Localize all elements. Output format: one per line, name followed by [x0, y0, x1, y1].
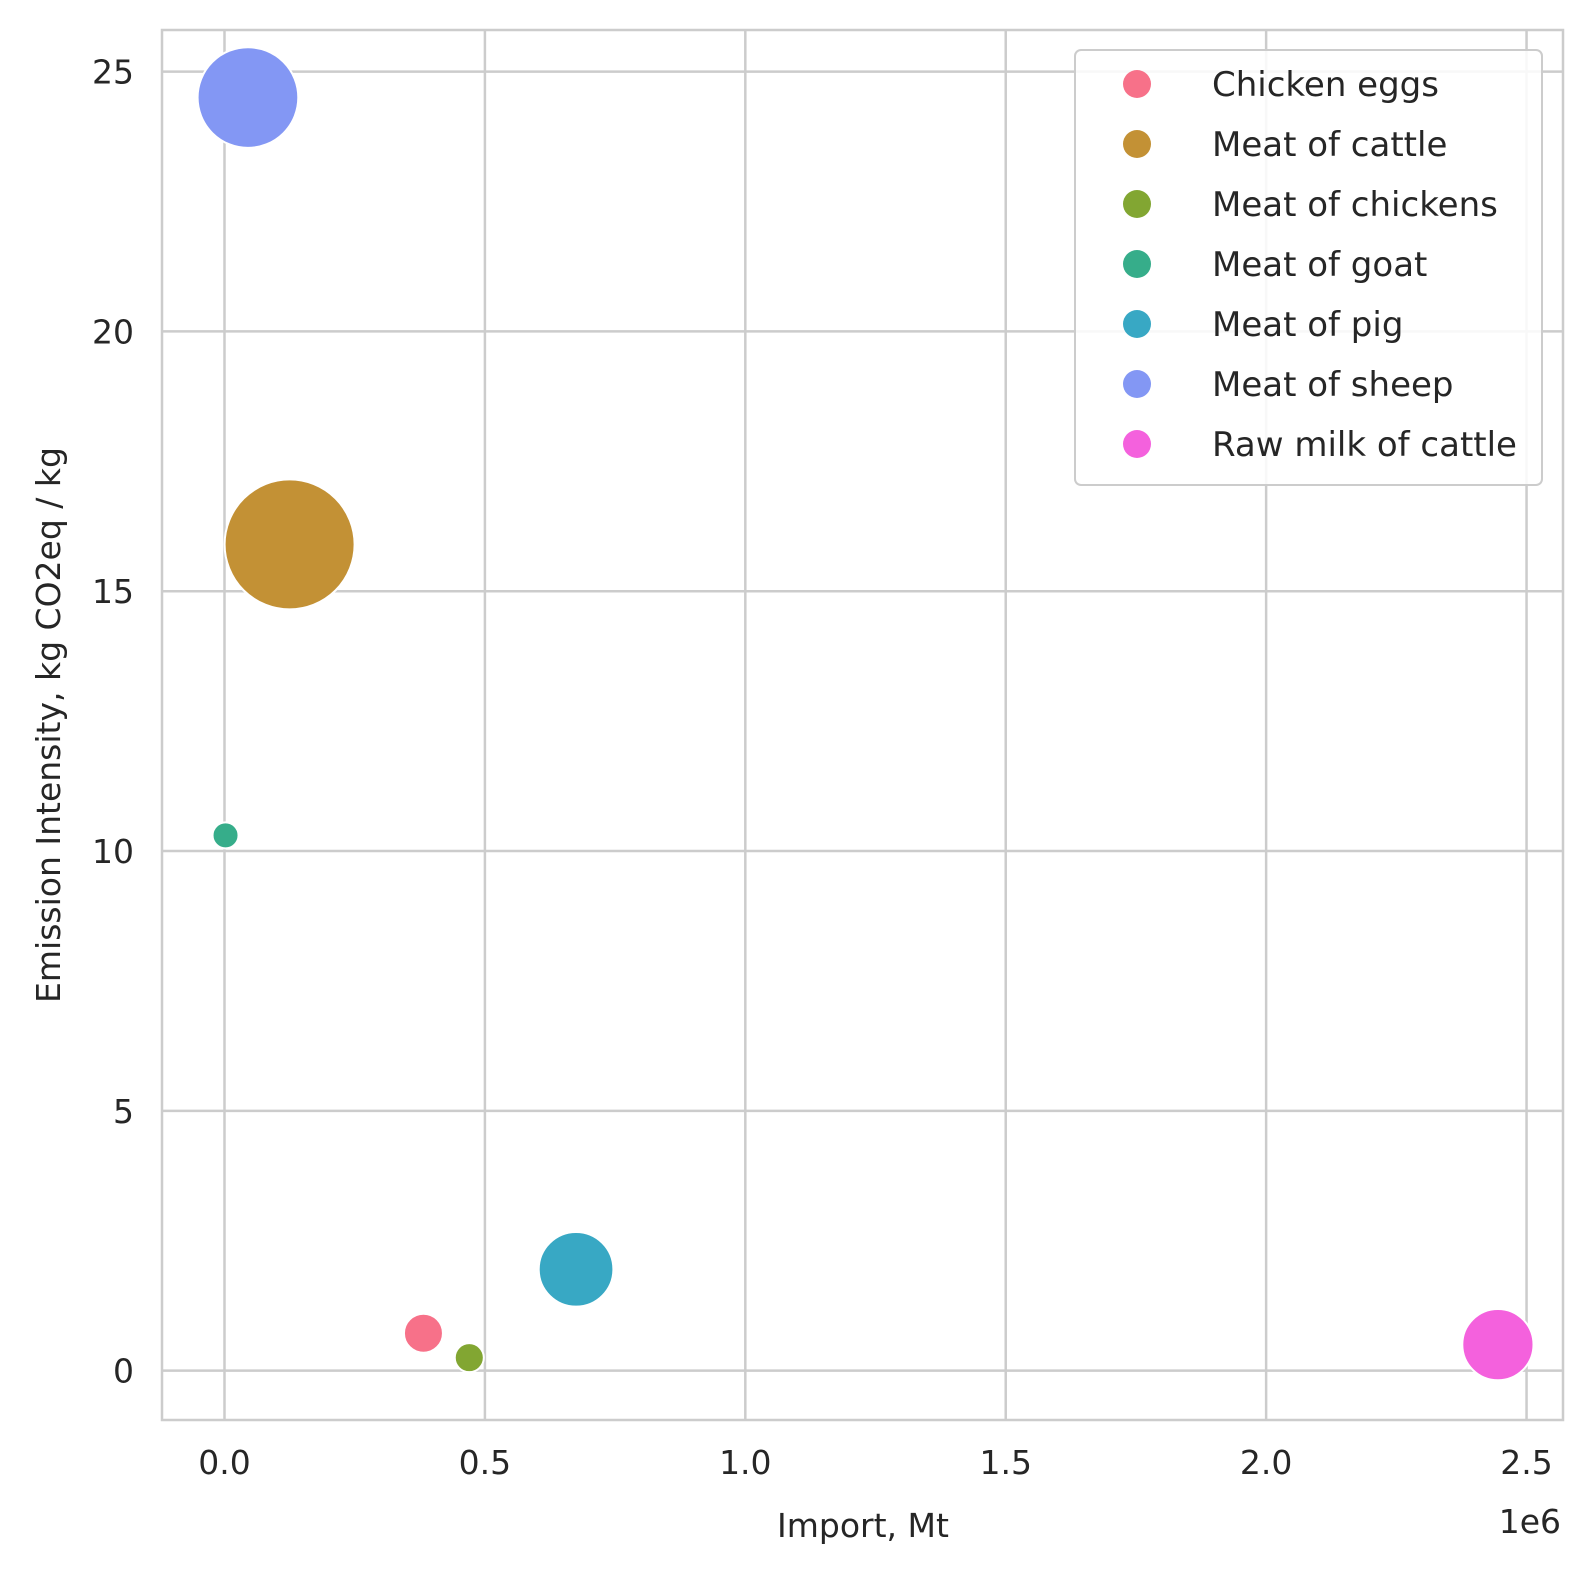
- data-point: [223, 478, 356, 611]
- data-point: [196, 46, 300, 149]
- data-point: [402, 1312, 444, 1354]
- legend-marker: [1123, 130, 1151, 158]
- x-axis-label: Import, Mt: [777, 1506, 949, 1545]
- legend-entry-label: Meat of chickens: [1212, 185, 1498, 225]
- data-point: [211, 821, 240, 850]
- y-axis-label: Emission Intensity, kg CO2eq / kg: [29, 447, 68, 1003]
- legend-entry-label: Meat of cattle: [1212, 125, 1447, 165]
- legend-marker: [1123, 430, 1151, 458]
- x-tick-label: 0.0: [198, 1443, 250, 1482]
- legend-entry-label: Raw milk of cattle: [1212, 425, 1517, 465]
- legend-marker: [1123, 190, 1151, 218]
- x-tick-label: 2.5: [1500, 1443, 1552, 1482]
- x-tick-label: 0.5: [459, 1443, 511, 1482]
- data-point: [537, 1230, 615, 1308]
- x-tick-label: 1.0: [719, 1443, 771, 1482]
- legend-entry-label: Chicken eggs: [1212, 65, 1439, 105]
- x-axis-offset-label: 1e6: [1499, 1502, 1561, 1541]
- y-tick-label: 25: [92, 53, 134, 92]
- y-tick-label: 5: [113, 1092, 134, 1131]
- x-tick-label: 2.0: [1240, 1443, 1292, 1482]
- legend-entry-label: Meat of goat: [1212, 245, 1427, 285]
- legend-frame: [1074, 49, 1543, 486]
- y-tick-label: 20: [92, 312, 134, 351]
- legend-entry-label: Meat of sheep: [1212, 365, 1454, 405]
- legend-entry-label: Meat of pig: [1212, 305, 1403, 345]
- data-points: [196, 46, 1535, 1382]
- legend-marker: [1123, 310, 1151, 338]
- x-axis-ticks: 0.0 0.5 1.0 1.5 2.0 2.5: [198, 1443, 1553, 1482]
- y-tick-label: 0: [113, 1352, 134, 1391]
- legend-marker: [1123, 70, 1151, 98]
- legend-marker: [1123, 370, 1151, 398]
- plot-frame: [160, 28, 1565, 1422]
- y-tick-label: 15: [92, 572, 134, 611]
- legend-marker: [1123, 250, 1151, 278]
- data-point: [453, 1342, 485, 1374]
- legend: Chicken eggs Meat of cattle Meat of chicke…: [1074, 49, 1543, 486]
- y-axis-ticks: 0 5 10 15 20 25: [92, 53, 134, 1391]
- x-tick-label: 1.5: [979, 1443, 1031, 1482]
- y-tick-label: 10: [92, 832, 134, 871]
- data-point: [1461, 1308, 1535, 1382]
